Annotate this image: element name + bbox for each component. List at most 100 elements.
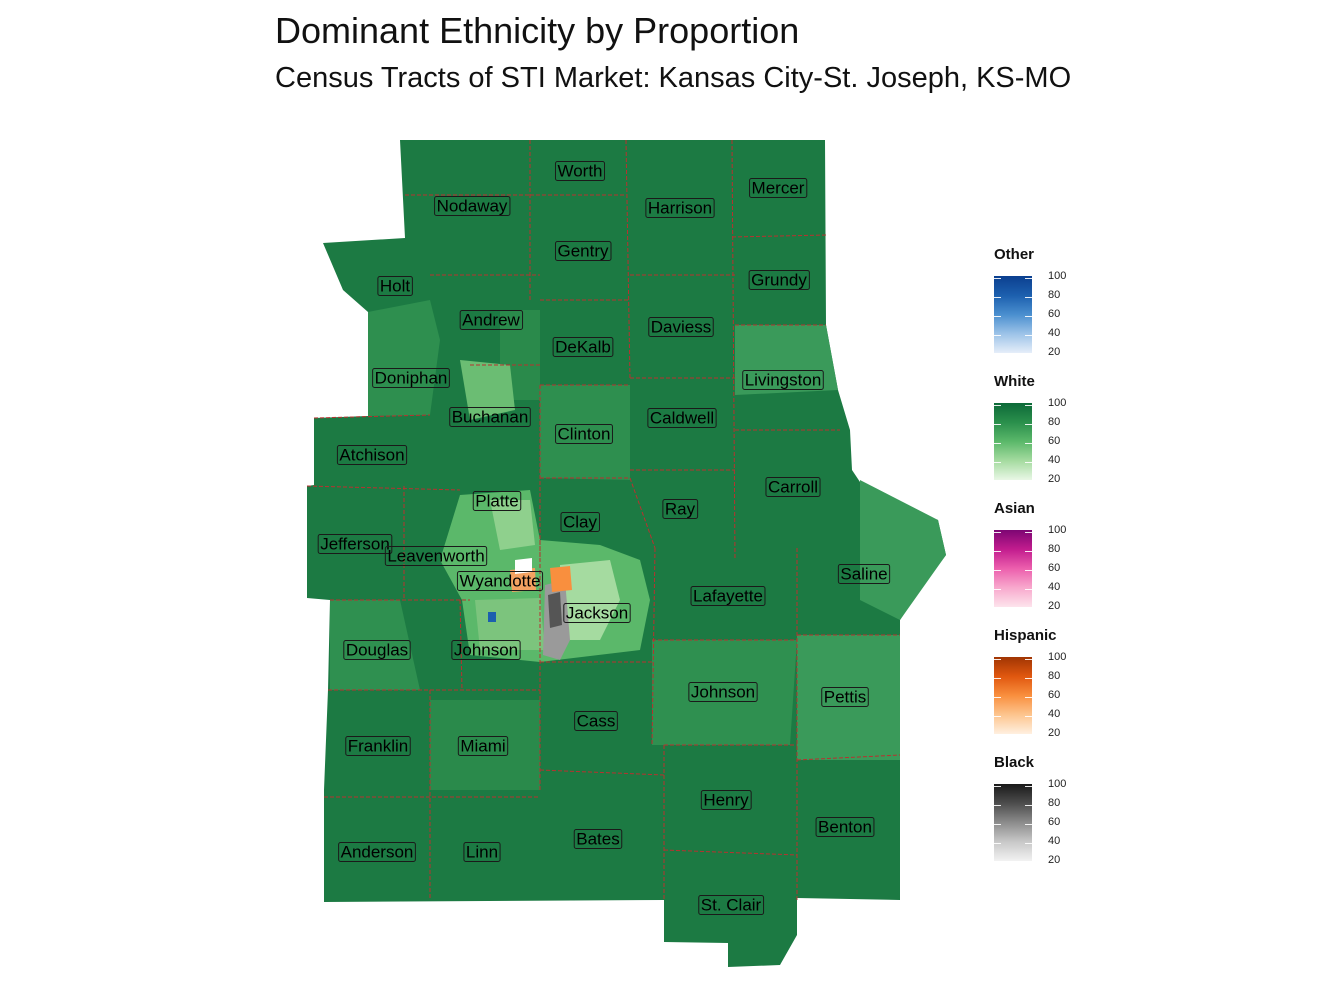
legend-tick-label: 80 (1048, 670, 1061, 682)
tract-white-core (515, 558, 532, 574)
county-name: Worth (557, 162, 602, 181)
county-name: Jackson (566, 604, 628, 623)
county-label: Atchison (336, 445, 408, 465)
tract-hispanic (510, 568, 536, 592)
legend-title: Black (994, 754, 1035, 771)
legend-ticks: 100 80 60 40 20 (1048, 270, 1066, 365)
county-label: Linn (463, 842, 501, 862)
county-label-box (748, 270, 810, 290)
legend-tick-label: 40 (1048, 581, 1061, 593)
county-name: Caldwell (650, 409, 714, 428)
county-name: Grundy (751, 271, 807, 290)
county-label: Henry (700, 790, 752, 810)
county-label: DeKalb (552, 337, 614, 357)
county-label-box (336, 445, 408, 465)
county-label-box (698, 895, 765, 915)
legend-tick-label: 100 (1048, 778, 1067, 790)
county-label-box (457, 736, 509, 756)
legend-color-bar (994, 276, 1032, 353)
county-label-box (384, 546, 488, 566)
county-label: Andrew (459, 310, 524, 330)
county-name: Linn (466, 843, 498, 862)
legend-tick-label: 60 (1048, 816, 1061, 828)
tract-black (548, 592, 562, 628)
county-name: Miami (460, 737, 505, 756)
county-label-box (821, 687, 869, 707)
county-label: Platte (472, 491, 522, 511)
county-label-box (463, 842, 501, 862)
tract-light (860, 480, 946, 620)
county-name: Mercer (752, 179, 805, 198)
region-fill (307, 140, 946, 967)
legend-title: White (994, 373, 1035, 390)
county-name: Ray (665, 500, 696, 519)
county-label: Doniphan (372, 368, 450, 388)
county-name: Lafayette (693, 587, 763, 606)
county-borders (306, 139, 901, 900)
county-name: Anderson (341, 843, 414, 862)
county-label-box (377, 276, 413, 296)
county-label-box (837, 564, 891, 584)
legend-tick-label: 20 (1048, 473, 1061, 485)
county-name: Jefferson (320, 535, 390, 554)
legend-tick-label: 20 (1048, 727, 1061, 739)
county-label: Holt (377, 276, 413, 296)
legend-tick-label: 80 (1048, 416, 1061, 428)
tract-urban (475, 598, 545, 650)
county-label: Ray (662, 499, 699, 519)
county-label-box (456, 571, 544, 591)
legend-ticks: 100 80 60 40 20 (1048, 651, 1066, 746)
county-label-box (742, 370, 824, 390)
legend-color-bar (994, 530, 1032, 607)
tract-light (797, 635, 900, 760)
county-name: Clay (563, 513, 598, 532)
county-name: Doniphan (375, 369, 448, 388)
county-name: Platte (475, 492, 518, 511)
county-label-box (459, 310, 524, 330)
county-label: Lafayette (690, 586, 766, 606)
county-label-box (345, 736, 411, 756)
legend-tick-label: 100 (1048, 651, 1067, 663)
county-label: Johnson (688, 682, 758, 702)
county-label: Worth (554, 161, 606, 181)
legend-tick-label: 40 (1048, 327, 1061, 339)
county-label: Clay (560, 512, 601, 532)
county-label: St. Clair (698, 895, 765, 915)
legend-tick-label: 40 (1048, 835, 1061, 847)
legend-tick-label: 20 (1048, 346, 1061, 358)
county-label: Jackson (563, 603, 631, 623)
county-label-box (372, 368, 450, 388)
tract-other (488, 612, 496, 622)
legend-tick-label: 100 (1048, 524, 1067, 536)
county-label: Nodaway (434, 196, 511, 216)
county-label: Daviess (648, 317, 714, 337)
county-name: Henry (703, 791, 749, 810)
county-name: Johnson (454, 641, 518, 660)
county-name: Pettis (824, 688, 867, 707)
county-label: Douglas (343, 640, 411, 660)
county-label-box (648, 317, 714, 337)
legend-group-asian: Asian 100 80 60 40 20 (994, 500, 1114, 627)
county-name: Harrison (648, 199, 712, 218)
county-name: St. Clair (701, 896, 762, 915)
county-name: Bates (576, 830, 619, 849)
county-label-box (700, 790, 752, 810)
county-name: DeKalb (555, 338, 611, 357)
county-label-box (815, 817, 875, 837)
county-label: Caldwell (647, 408, 717, 428)
legend-tick-label: 80 (1048, 797, 1061, 809)
county-label: Saline (837, 564, 891, 584)
tract-urban (460, 360, 515, 420)
county-label: Clinton (555, 424, 613, 444)
legend-tick-label: 100 (1048, 270, 1067, 282)
tract-urban (490, 500, 535, 550)
county-label-box (317, 534, 393, 554)
county-label: Livingston (742, 370, 824, 390)
county-label-box (555, 424, 613, 444)
legend-tick-label: 80 (1048, 543, 1061, 555)
county-label-box (645, 198, 715, 218)
county-name: Johnson (691, 683, 755, 702)
county-label: Miami (457, 736, 509, 756)
county-name: Saline (840, 565, 887, 584)
county-label: Jefferson (317, 534, 393, 554)
